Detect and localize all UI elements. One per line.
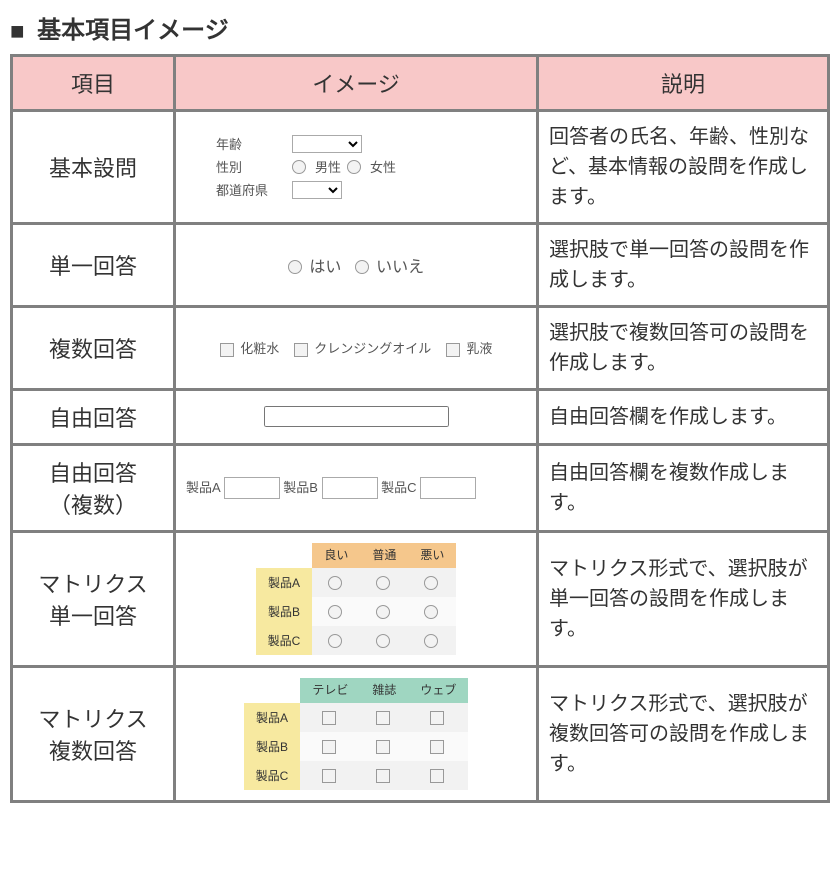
radio-icon[interactable] xyxy=(288,260,302,274)
checkbox-icon[interactable] xyxy=(376,740,390,754)
table-row: 自由回答 自由回答欄を作成します。 xyxy=(12,389,829,444)
mcol: 普通 xyxy=(360,543,408,568)
col-header-desc: 説明 xyxy=(538,55,829,110)
checkbox-icon[interactable] xyxy=(376,711,390,725)
p3-input[interactable] xyxy=(420,477,476,499)
opt2: クレンジングオイル xyxy=(314,341,431,356)
row-label-l2: （複数） xyxy=(49,493,137,518)
row-desc: マトリクス形式で、選択肢が単一回答の設問を作成します。 xyxy=(538,531,829,666)
row-label: マトリクス 複数回答 xyxy=(12,666,175,801)
basic-mock: 年齢 性別 男性 女性 都道府県 xyxy=(186,134,526,199)
age-label: 年齢 xyxy=(216,134,286,153)
matrix-multi: テレビ 雑誌 ウェブ 製品A 製品B xyxy=(244,678,469,790)
radio-icon[interactable] xyxy=(424,576,438,590)
checkbox-icon[interactable] xyxy=(376,769,390,783)
radio-icon[interactable] xyxy=(376,634,390,648)
table-row: マトリクス 複数回答 テレビ 雑誌 ウェブ 製品A xyxy=(12,666,829,801)
checkbox-icon[interactable] xyxy=(430,740,444,754)
table-row: マトリクス 単一回答 良い 普通 悪い 製品A xyxy=(12,531,829,666)
row-desc: 回答者の氏名、年齢、性別など、基本情報の設問を作成します。 xyxy=(538,110,829,223)
pref-select[interactable] xyxy=(292,181,342,199)
radio-icon[interactable] xyxy=(347,160,361,174)
table-row: 基本設問 年齢 性別 男性 女性 都道府県 xyxy=(12,110,829,223)
row-label-l1: 自由回答 xyxy=(49,461,137,486)
table-row: 自由回答 （複数） 製品A 製品B 製品C 自由回答欄を複数作成します。 xyxy=(12,444,829,531)
free-multi-mock: 製品A 製品B 製品C xyxy=(186,477,526,499)
row-label-l1: マトリクス xyxy=(38,572,147,597)
square-icon: ■ xyxy=(10,18,25,46)
mcol: テレビ xyxy=(300,678,360,703)
radio-icon[interactable] xyxy=(376,576,390,590)
radio-icon[interactable] xyxy=(328,605,342,619)
pref-label: 都道府県 xyxy=(216,180,286,199)
p1: 製品A xyxy=(186,480,220,495)
row-desc: 選択肢で複数回答可の設問を作成します。 xyxy=(538,306,829,389)
radio-icon[interactable] xyxy=(376,605,390,619)
mcol: 良い xyxy=(312,543,360,568)
checkbox-icon[interactable] xyxy=(322,769,336,783)
col-header-item: 項目 xyxy=(12,55,175,110)
opt1: 化粧水 xyxy=(240,341,279,356)
row-label: 単一回答 xyxy=(12,223,175,306)
mrow: 製品C xyxy=(244,761,301,790)
age-select[interactable] xyxy=(292,135,362,153)
row-label: 自由回答 （複数） xyxy=(12,444,175,531)
mrow: 製品A xyxy=(256,568,313,597)
checkbox-icon[interactable] xyxy=(322,711,336,725)
mcol: ウェブ xyxy=(408,678,468,703)
row-label: 基本設問 xyxy=(12,110,175,223)
opt3: 乳液 xyxy=(466,341,492,356)
checkbox-icon[interactable] xyxy=(220,343,234,357)
mrow: 製品A xyxy=(244,703,301,732)
items-table: 項目 イメージ 説明 基本設問 年齢 性別 男性 xyxy=(10,54,830,803)
row-label-l2: 複数回答 xyxy=(49,739,137,764)
col-header-image: イメージ xyxy=(175,55,538,110)
row-desc: 選択肢で単一回答の設問を作成します。 xyxy=(538,223,829,306)
checkbox-icon[interactable] xyxy=(294,343,308,357)
radio-icon[interactable] xyxy=(355,260,369,274)
mrow: 製品B xyxy=(244,732,301,761)
checkbox-icon[interactable] xyxy=(322,740,336,754)
checkbox-icon[interactable] xyxy=(430,769,444,783)
row-desc: 自由回答欄を作成します。 xyxy=(538,389,829,444)
gender-label: 性別 xyxy=(216,157,286,176)
page-heading: ■ 基本項目イメージ xyxy=(10,10,830,46)
radio-icon[interactable] xyxy=(424,634,438,648)
checkbox-icon[interactable] xyxy=(430,711,444,725)
row-label-l2: 単一回答 xyxy=(49,604,137,629)
row-label-l1: マトリクス xyxy=(38,707,147,732)
row-desc: 自由回答欄を複数作成します。 xyxy=(538,444,829,531)
p2-input[interactable] xyxy=(322,477,378,499)
matrix-single: 良い 普通 悪い 製品A 製品B xyxy=(256,543,457,655)
opt-no: いいえ xyxy=(376,259,424,276)
opt-yes: はい xyxy=(309,259,341,276)
single-mock: はい いいえ xyxy=(186,253,526,277)
p3: 製品C xyxy=(381,480,416,495)
gender-female: 女性 xyxy=(370,157,396,176)
mcol: 雑誌 xyxy=(360,678,408,703)
radio-icon[interactable] xyxy=(292,160,306,174)
table-row: 単一回答 はい いいえ 選択肢で単一回答の設問を作成します。 xyxy=(12,223,829,306)
multi-mock: 化粧水 クレンジングオイル 乳液 xyxy=(186,338,526,357)
mcol: 悪い xyxy=(408,543,456,568)
mrow: 製品B xyxy=(256,597,313,626)
free-text-input[interactable] xyxy=(264,406,449,427)
row-label: 複数回答 xyxy=(12,306,175,389)
p2: 製品B xyxy=(283,480,318,495)
row-label: マトリクス 単一回答 xyxy=(12,531,175,666)
radio-icon[interactable] xyxy=(328,634,342,648)
checkbox-icon[interactable] xyxy=(446,343,460,357)
gender-male: 男性 xyxy=(315,157,341,176)
table-row: 複数回答 化粧水 クレンジングオイル 乳液 選択肢で複数回答可の設問を作成します… xyxy=(12,306,829,389)
mrow: 製品C xyxy=(256,626,313,655)
heading-text: 基本項目イメージ xyxy=(37,17,229,44)
radio-icon[interactable] xyxy=(328,576,342,590)
radio-icon[interactable] xyxy=(424,605,438,619)
row-desc: マトリクス形式で、選択肢が複数回答可の設問を作成します。 xyxy=(538,666,829,801)
p1-input[interactable] xyxy=(224,477,280,499)
row-label: 自由回答 xyxy=(12,389,175,444)
